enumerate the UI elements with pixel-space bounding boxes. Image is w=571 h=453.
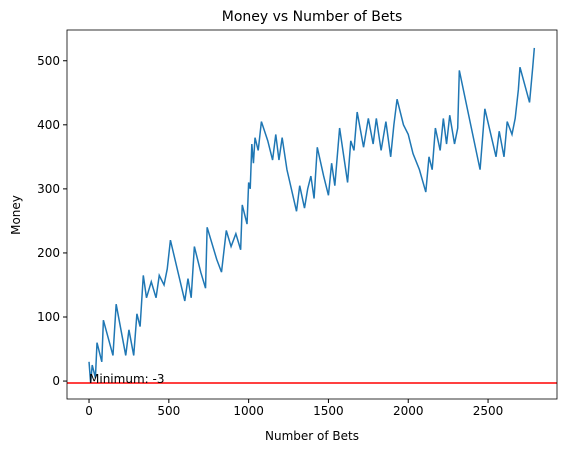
x-axis-label: Number of Bets [265,429,359,443]
y-tick-label: 300 [37,182,60,196]
chart-title: Money vs Number of Bets [222,9,403,25]
x-tick-label: 1000 [233,404,264,418]
x-tick-label: 500 [157,404,180,418]
annotation: Minimum: -3 [89,372,164,386]
x-tick-label: 1500 [313,404,344,418]
y-tick-label: 0 [52,374,60,388]
plot-frame [66,29,558,400]
y-tick-label: 400 [37,118,60,132]
y-axis-label: Money [9,195,23,235]
x-tick-label: 2500 [473,404,504,418]
line-series [88,47,536,384]
y-tick-label: 100 [37,310,60,324]
y-tick-label: 200 [37,246,60,260]
x-tick-label: 2000 [393,404,424,418]
y-tick-label: 500 [37,54,60,68]
x-tick-label: 0 [85,404,93,418]
